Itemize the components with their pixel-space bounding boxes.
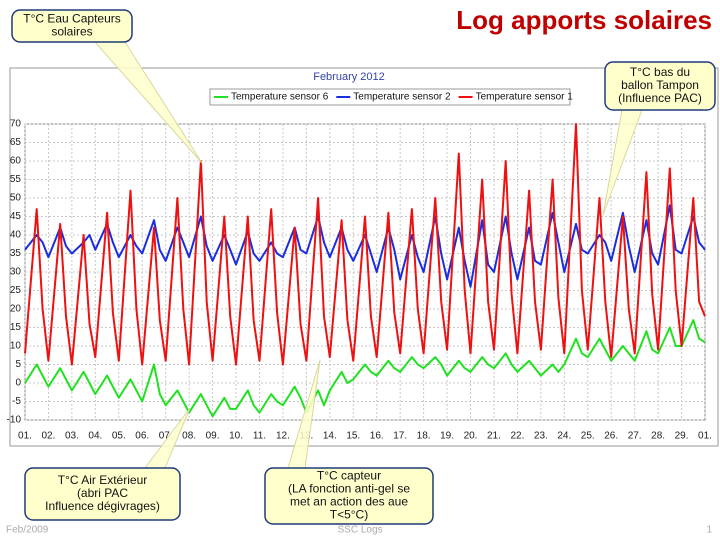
callout-text: T°C Eau Capteurs [23, 12, 121, 26]
x-tick-label: 01. [698, 431, 712, 442]
x-tick-label: 15. [346, 431, 360, 442]
callout-text: met an action des aue [290, 495, 408, 509]
x-tick-label: 20. [464, 431, 478, 442]
y-tick-label: 45 [10, 211, 22, 222]
footer-center: SSC Logs [337, 525, 382, 536]
legend-label: Temperature sensor 1 [476, 92, 574, 103]
y-tick-label: 0 [15, 378, 21, 389]
x-tick-label: 19. [440, 431, 454, 442]
footer-left: Feb/2009 [6, 525, 49, 536]
x-tick-label: 07. [159, 431, 173, 442]
callout-text: (LA fonction anti-gel se [288, 482, 410, 496]
callout-text: solaires [51, 25, 92, 39]
x-tick-label: 09. [206, 431, 220, 442]
x-tick-label: 29. [675, 431, 689, 442]
series-line [24, 319, 706, 418]
y-tick-label: 60 [10, 156, 22, 167]
legend-box [209, 88, 571, 106]
x-tick-label: 18. [417, 431, 431, 442]
x-tick-label: 05. [112, 431, 126, 442]
x-tick-label: 14. [323, 431, 337, 442]
y-tick-label: 20 [10, 304, 22, 315]
x-tick-label: 03. [65, 431, 79, 442]
x-tick-label: 17. [393, 431, 407, 442]
callout-box [264, 467, 434, 525]
x-tick-label: 06. [135, 431, 149, 442]
x-tick-label: 21. [487, 431, 501, 442]
y-tick-label: 70 [10, 119, 22, 130]
x-tick-label: 24. [557, 431, 571, 442]
y-tick-label: 55 [10, 174, 22, 185]
callout-text: T°C Air Extérieur [58, 473, 147, 487]
x-tick-label: 01. [18, 431, 32, 442]
y-tick-label: 35 [10, 248, 22, 259]
legend-label: Temperature sensor 2 [353, 92, 451, 103]
series-line [24, 204, 706, 288]
legend-label: Temperature sensor 6 [231, 92, 329, 103]
slide-title: Log apports solaires [456, 5, 712, 35]
x-tick-label: 26. [604, 431, 618, 442]
x-tick-label: 11. [253, 431, 266, 442]
y-tick-label: 50 [10, 193, 22, 204]
callout-text: (abri PAC [77, 486, 128, 500]
x-tick-label: 23. [534, 431, 548, 442]
y-tick-label: -5 [12, 396, 21, 407]
callout-box [11, 9, 133, 43]
y-tick-label: 10 [10, 341, 22, 352]
y-tick-label: 15 [10, 322, 22, 333]
x-tick-label: 28. [651, 431, 665, 442]
x-tick-label: 16. [370, 431, 384, 442]
chart-title: February 2012 [313, 71, 385, 83]
callout-box [604, 61, 716, 111]
y-tick-label: 30 [10, 267, 22, 278]
callout-text: T°C bas du [630, 65, 690, 79]
x-tick-label: 02. [41, 431, 55, 442]
x-tick-label: 22. [510, 431, 524, 442]
x-tick-label: 08. [182, 431, 196, 442]
x-tick-label: 25. [581, 431, 595, 442]
y-tick-label: -10 [7, 415, 22, 426]
x-tick-label: 10. [229, 431, 243, 442]
callout-text: T°C capteur [317, 469, 381, 483]
callout-box [24, 467, 181, 521]
x-tick-label: 12. [276, 431, 290, 442]
page-number: 1 [706, 525, 712, 536]
callout-text: Influence dégivrages) [45, 499, 160, 513]
y-tick-label: 5 [15, 359, 21, 370]
y-tick-label: 40 [10, 230, 22, 241]
y-tick-label: 25 [10, 285, 22, 296]
callout-text: ballon Tampon [621, 78, 699, 92]
series-line [24, 123, 706, 366]
x-tick-label: 27. [628, 431, 642, 442]
callout-text: (Influence PAC) [618, 91, 702, 105]
x-tick-label: 04. [88, 431, 102, 442]
callout-text: T<5°C) [330, 508, 368, 522]
y-tick-label: 65 [10, 137, 22, 148]
